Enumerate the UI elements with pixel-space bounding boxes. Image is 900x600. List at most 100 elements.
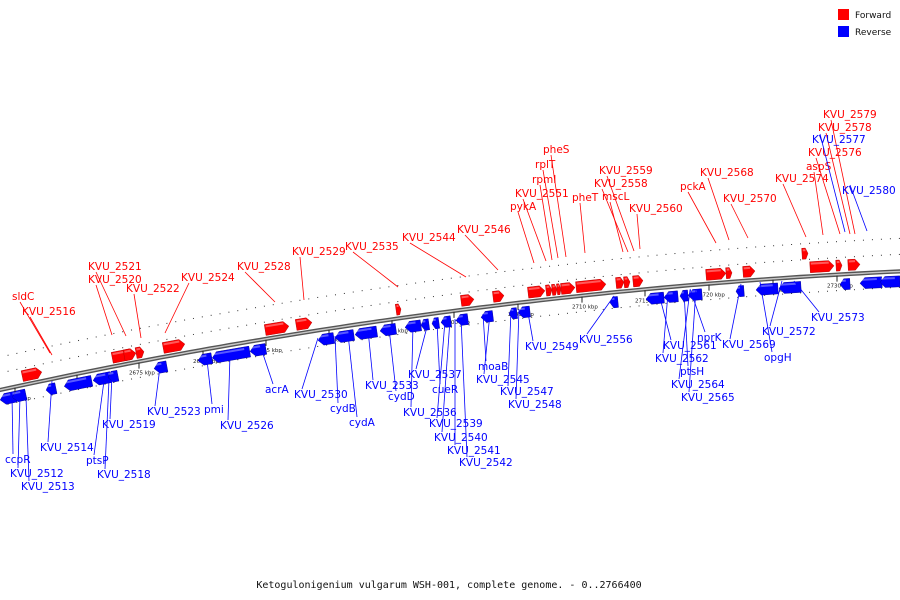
reverse-gene-label: ccpR — [5, 394, 31, 466]
reverse-gene — [92, 371, 113, 386]
reverse-gene-label: pmi — [204, 359, 224, 416]
genome-caption: Ketogulonigenium vulgarum WSH-001, compl… — [256, 580, 641, 591]
forward-gene-label: KVU_2558 — [594, 178, 648, 253]
svg-text:rpmI: rpmI — [532, 174, 556, 186]
svg-text:acrA: acrA — [265, 384, 290, 396]
forward-gene-label: KVU_2521 — [88, 261, 142, 337]
reverse-gene — [431, 317, 440, 330]
scale-tick: 2720 kbp — [699, 284, 725, 299]
forward-gene — [20, 367, 43, 382]
svg-text:ptsH: ptsH — [680, 366, 704, 378]
forward-gene-label: rplT — [535, 159, 559, 259]
svg-text:mscL: mscL — [602, 191, 629, 203]
reverse-gene-label: KVU_2518 — [97, 379, 151, 481]
reverse-gene — [440, 315, 452, 328]
forward-gene — [725, 267, 733, 279]
legend: Forward Reverse — [838, 9, 892, 38]
reverse-gene — [755, 282, 779, 296]
forward-gene — [264, 321, 290, 336]
forward-gene-label: rpmI — [532, 174, 556, 261]
svg-text:KVU_2537: KVU_2537 — [408, 369, 462, 381]
reverse-gene-label: KVU_2572 — [762, 280, 816, 338]
svg-text:KVU_2579: KVU_2579 — [823, 109, 877, 121]
forward-gene — [161, 339, 186, 354]
reverse-gene-label: cydD — [388, 327, 415, 403]
gene-labels: sldCKVU_2516KVU_2520KVU_2521KVU_2522KVU_… — [5, 109, 896, 493]
reverse-gene — [249, 343, 268, 357]
svg-text:KVU_2514: KVU_2514 — [40, 442, 94, 454]
scale-tick-label: 2720 kbp — [699, 293, 725, 299]
reverse-gene — [404, 319, 422, 333]
reverse-gene-label: KVU_2565 — [681, 288, 735, 404]
reverse-gene-label: KVU_2545 — [476, 312, 530, 386]
scale-tick-label: 2685 kbp — [256, 348, 282, 354]
svg-text:KVU_2549: KVU_2549 — [525, 341, 579, 353]
reverse-gene — [354, 325, 378, 340]
svg-text:KVU_2559: KVU_2559 — [599, 165, 653, 177]
scale-tick: 2730 kbp — [827, 275, 853, 290]
reverse-gene-label: KVU_2556 — [579, 295, 633, 346]
forward-gene — [492, 290, 505, 303]
svg-text:KVU_2572: KVU_2572 — [762, 326, 816, 338]
svg-text:nprK: nprK — [697, 332, 723, 344]
forward-gene-label: KVU_2546 — [457, 224, 511, 271]
svg-text:opgH: opgH — [764, 352, 792, 364]
reverse-gene-label: KVU_2573 — [793, 280, 865, 324]
svg-text:KVU_2546: KVU_2546 — [457, 224, 511, 236]
reverse-gene-label: cydA — [347, 333, 376, 429]
svg-text:KVU_2564: KVU_2564 — [671, 379, 725, 391]
svg-text:KVU_2513: KVU_2513 — [21, 481, 75, 493]
svg-text:KVU_2521: KVU_2521 — [88, 261, 142, 273]
scale-tick: 2700 kbp — [444, 311, 470, 326]
legend-forward-swatch — [838, 9, 849, 20]
reverse-gene-label: KVU_2549 — [525, 306, 579, 353]
reverse-gene-label: moaB — [478, 313, 508, 373]
reverse-gene-label: KVU_2537 — [408, 322, 462, 381]
reverse-gene-label: KVU_2541 — [447, 319, 501, 457]
reverse-gene — [11, 388, 28, 402]
svg-text:pheS: pheS — [543, 144, 570, 156]
svg-text:KVU_2578: KVU_2578 — [818, 122, 872, 134]
forward-gene — [705, 268, 727, 281]
svg-text:KVU_2528: KVU_2528 — [237, 261, 291, 273]
forward-gene — [742, 265, 756, 278]
forward-gene — [460, 294, 475, 307]
reverse-gene — [420, 318, 430, 331]
forward-gene-label: KVU_2559 — [599, 165, 653, 252]
forward-gene-label: KVU_2560 — [629, 203, 683, 250]
svg-text:KVU_2541: KVU_2541 — [447, 445, 501, 457]
svg-text:KVU_2530: KVU_2530 — [294, 389, 348, 401]
forward-gene — [545, 284, 553, 297]
svg-text:pmi: pmi — [204, 404, 224, 416]
svg-text:ccpR: ccpR — [5, 454, 31, 466]
gene-features — [0, 247, 900, 405]
reverse-gene-label: acrA — [259, 344, 290, 396]
backbone-highlight — [0, 270, 900, 391]
svg-text:KVU_2523: KVU_2523 — [147, 406, 201, 418]
reverse-gene-label: KVU_2533 — [365, 329, 419, 392]
svg-text:cydA: cydA — [349, 417, 376, 429]
forward-gene — [122, 348, 137, 362]
svg-text:KVU_2570: KVU_2570 — [723, 193, 777, 205]
reverse-gene-label: KVU_2513 — [21, 396, 75, 493]
forward-gene — [527, 285, 546, 299]
svg-text:KVU_2561: KVU_2561 — [663, 340, 717, 352]
legend-forward-label: Forward — [855, 11, 891, 21]
svg-text:KVU_2518: KVU_2518 — [97, 469, 151, 481]
forward-gene-label: KVU_2568 — [700, 167, 754, 241]
reverse-gene — [859, 276, 883, 289]
forward-gene — [615, 276, 625, 289]
svg-text:KVU_2529: KVU_2529 — [292, 246, 346, 258]
svg-text:KVU_2569: KVU_2569 — [722, 339, 776, 351]
forward-gene — [295, 317, 313, 331]
reverse-gene — [153, 360, 169, 374]
svg-text:moaB: moaB — [478, 361, 508, 373]
forward-gene-label: KVU_2529 — [292, 246, 346, 301]
svg-text:KVU_2580: KVU_2580 — [842, 185, 896, 197]
reverse-gene — [609, 296, 619, 309]
reverse-gene — [839, 278, 851, 290]
scale-tick-label: 2710 kbp — [572, 305, 598, 311]
svg-text:sldC: sldC — [12, 291, 34, 303]
reverse-gene — [317, 332, 335, 346]
reverse-gene-label: KVU_2519 — [102, 374, 156, 431]
